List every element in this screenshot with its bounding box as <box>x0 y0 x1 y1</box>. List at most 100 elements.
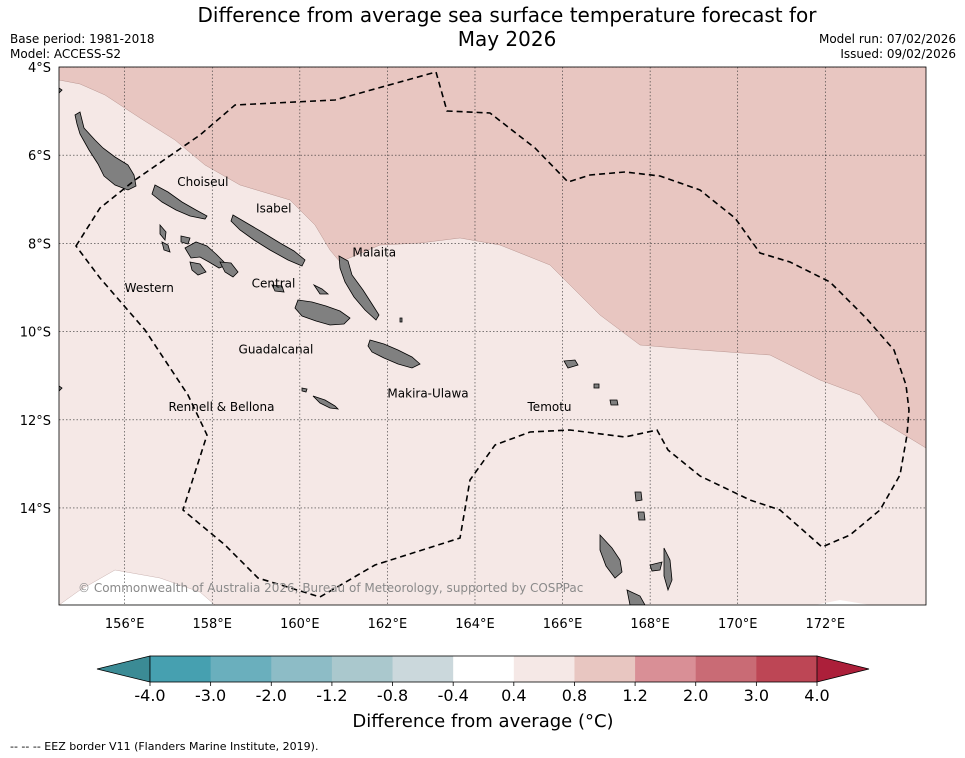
colorbar-swatch <box>331 656 394 682</box>
chart-title: Difference from average sea surface temp… <box>0 3 965 51</box>
land-masses <box>59 87 673 605</box>
island-temotu-1 <box>563 359 579 369</box>
place-label: Malaita <box>352 246 396 260</box>
island-vanuatu-5 <box>634 491 643 502</box>
island-makira <box>367 339 421 369</box>
anomaly-region-neutral-2 <box>815 600 870 605</box>
map-frame <box>58 66 927 606</box>
colorbar-label: -2.0 <box>256 686 287 705</box>
x-tick-label: 162°E <box>368 617 408 632</box>
y-tick-label: 12°S <box>20 414 51 429</box>
island-choiseul <box>74 111 137 191</box>
colorbar-title: Difference from average (°C) <box>352 711 613 732</box>
y-tick-labels: 4°S 6°S 8°S 10°S 12°S 14°S <box>20 61 51 517</box>
colorbar-label: -1.2 <box>316 686 347 705</box>
island-vanuatu-3 <box>663 547 673 592</box>
island-vanuatu-4 <box>649 561 663 572</box>
colorbar-swatch <box>574 656 636 682</box>
colorbar-swatch <box>695 656 757 682</box>
island-western-3 <box>219 261 239 278</box>
place-label: Rennell & Bellona <box>168 400 274 414</box>
meta-left: Base period: 1981-2018 Model: ACCESS-S2 <box>10 32 155 62</box>
colorbar-swatch <box>150 656 212 682</box>
colorbar-label: -0.8 <box>377 686 408 705</box>
colorbar-label: 3.0 <box>744 686 769 705</box>
chart-title-line1: Difference from average sea surface temp… <box>197 3 817 27</box>
x-tick-label: 172°E <box>806 617 846 632</box>
colorbar-swatch <box>271 656 333 682</box>
colorbar-label: 0.4 <box>501 686 526 705</box>
colorbar-swatch <box>392 656 454 682</box>
island-central <box>271 284 285 293</box>
place-label: Central <box>252 276 296 290</box>
copyright-notice: © Commonwealth of Australia 2026, Bureau… <box>78 581 583 595</box>
island-temotu-2 <box>593 383 600 389</box>
island-left-edge-2 <box>59 385 63 392</box>
x-tick-label: 160°E <box>280 617 320 632</box>
island-western-1 <box>159 223 167 241</box>
base-period: Base period: 1981-2018 <box>10 32 155 46</box>
island-malaita <box>338 255 380 321</box>
island-tinakula <box>399 317 403 323</box>
anomaly-region-0.8-1.2 <box>59 67 926 449</box>
colorbar-swatch <box>210 656 272 682</box>
colorbar-label: 2.0 <box>683 686 708 705</box>
place-label: Choiseul <box>177 175 228 189</box>
y-tick-label: 4°S <box>28 61 51 76</box>
colorbar-extend-low <box>96 655 151 683</box>
island-rennell <box>312 395 340 410</box>
y-tick-label: 8°S <box>28 237 51 252</box>
colorbar-label: 0.8 <box>562 686 587 705</box>
island-vanuatu-1 <box>599 533 623 579</box>
x-tick-label: 156°E <box>105 617 145 632</box>
x-tick-label: 170°E <box>718 617 758 632</box>
island-western-2 <box>161 241 171 253</box>
colorbar: -4.0 -3.0 -2.0 -1.2 -0.8 -0.4 0.4 0.8 1.2 2.0 3.0 4… <box>96 655 870 705</box>
place-label: Temotu <box>527 400 572 414</box>
colorbar-swatch <box>453 656 515 682</box>
island-choiseul-east <box>151 184 208 220</box>
colorbar-label: -4.0 <box>134 686 165 705</box>
island-vanuatu-2 <box>626 589 646 605</box>
island-bellona <box>301 387 308 393</box>
place-label: Makira-Ulawa <box>387 387 468 401</box>
y-tick-label: 6°S <box>28 149 51 164</box>
y-tick-label: 10°S <box>20 326 51 341</box>
colorbar-label: 4.0 <box>804 686 829 705</box>
y-tick-label: 14°S <box>20 502 51 517</box>
colorbar-frame <box>149 655 818 683</box>
island-western-4 <box>180 235 191 245</box>
place-labels: Choiseul Isabel Malaita Western Central Guada… <box>125 175 572 414</box>
x-tick-label: 158°E <box>192 617 232 632</box>
island-temotu-3 <box>609 399 619 406</box>
x-tick-labels: 156°E 158°E 160°E 162°E 164°E 166°E 168°E 170°E… <box>105 617 845 632</box>
gridlines <box>59 67 926 605</box>
map-plot-area <box>59 67 926 605</box>
model-name: Model: ACCESS-S2 <box>10 47 122 61</box>
island-isabel <box>230 214 306 267</box>
anomaly-region-neutral <box>59 569 216 605</box>
model-run: Model run: 07/02/2026 <box>818 32 956 46</box>
eez-footnote: -- -- -- EEZ border V11 (Flanders Marine… <box>10 740 319 753</box>
place-label: Isabel <box>256 202 291 216</box>
x-tick-label: 166°E <box>543 617 583 632</box>
x-tick-label: 164°E <box>455 617 495 632</box>
meta-right: Model run: 07/02/2026 Issued: 09/02/2026 <box>819 32 956 62</box>
island-central-2 <box>312 283 330 295</box>
colorbar-extend-high <box>816 655 870 683</box>
chart-title-line2: May 2026 <box>457 27 557 51</box>
colorbar-swatch <box>756 656 818 682</box>
place-label: Guadalcanal <box>239 343 314 357</box>
issued-date: Issued: 09/02/2026 <box>840 47 956 61</box>
island-vella <box>189 261 207 276</box>
colorbar-label: 1.2 <box>622 686 647 705</box>
place-label: Western <box>125 281 174 295</box>
island-guadalcanal <box>294 299 351 326</box>
eez-border <box>75 71 910 598</box>
colorbar-swatch <box>513 656 575 682</box>
island-vanuatu-6 <box>637 511 646 521</box>
colorbar-swatch <box>635 656 697 682</box>
colorbar-label: -3.0 <box>195 686 226 705</box>
x-tick-label: 168°E <box>630 617 670 632</box>
